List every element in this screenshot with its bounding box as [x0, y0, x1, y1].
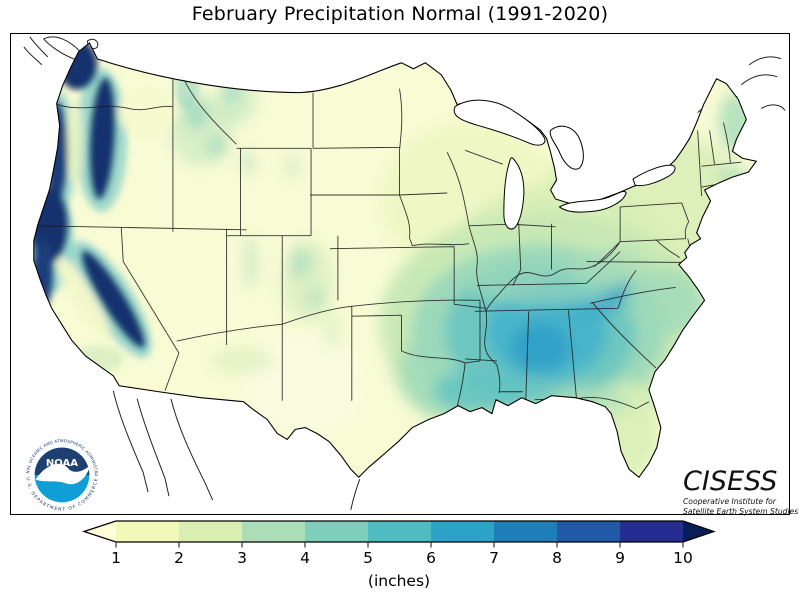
- colorbar-under-arrow: [84, 521, 116, 542]
- colorbar-unit-label: (inches): [368, 572, 430, 590]
- noaa-logo: NOAA NATIONAL OCEANIC AND ATMOSPHERIC AD…: [21, 434, 99, 513]
- colorbar-tick-label: 10: [673, 549, 693, 567]
- noaa-bird-icon: [35, 463, 91, 485]
- colorbar-over-arrow: [683, 521, 714, 542]
- colorbar-tick-label: 6: [426, 549, 436, 567]
- us-precipitation-map: [10, 33, 790, 515]
- colorbar-segment: [431, 521, 495, 542]
- colorbar-tick-label: 8: [552, 549, 562, 567]
- colorbar-tick-label: 4: [300, 549, 310, 567]
- lake-superior: [453, 99, 546, 146]
- lake-erie: [558, 190, 627, 213]
- colorbar-segment: [242, 521, 306, 542]
- cisess-subtitle-line2: Satellite Earth System Studies: [683, 506, 799, 516]
- colorbar-tick-label: 2: [174, 549, 184, 567]
- lake-huron: [549, 125, 584, 170]
- colorbar-segment: [116, 521, 180, 542]
- colorbar-tick-label: 7: [489, 549, 499, 567]
- cisess-subtitle-line1: Cooperative Institute for: [683, 497, 776, 507]
- lake-michigan: [503, 157, 525, 230]
- colorbar-tick-label: 5: [363, 549, 373, 567]
- noaa-acronym: NOAA: [46, 458, 78, 469]
- state-borders: [37, 70, 742, 415]
- colorbar: 1 2 3 4 5 6 7 8 9 10 (inches): [82, 520, 716, 590]
- map-canvas: [23, 36, 786, 511]
- colorbar-tick-label: 1: [111, 549, 121, 567]
- cisess-logo: CISESS Cooperative Institute for Satelli…: [683, 466, 799, 516]
- colorbar-segment: [368, 521, 432, 542]
- great-lakes: [453, 99, 676, 230]
- colorbar-segment: [179, 521, 243, 542]
- colorbar-segment: [494, 521, 558, 542]
- colorbar-segment: [620, 521, 684, 542]
- colorbar-segment: [305, 521, 369, 542]
- page-title: February Precipitation Normal (1991-2020…: [191, 3, 609, 25]
- colorbar-tick-label: 3: [237, 549, 247, 567]
- lake-ontario: [632, 164, 676, 187]
- cisess-acronym: CISESS: [683, 466, 778, 497]
- colorbar-tick-label: 9: [615, 549, 625, 567]
- colorbar-segment: [557, 521, 621, 542]
